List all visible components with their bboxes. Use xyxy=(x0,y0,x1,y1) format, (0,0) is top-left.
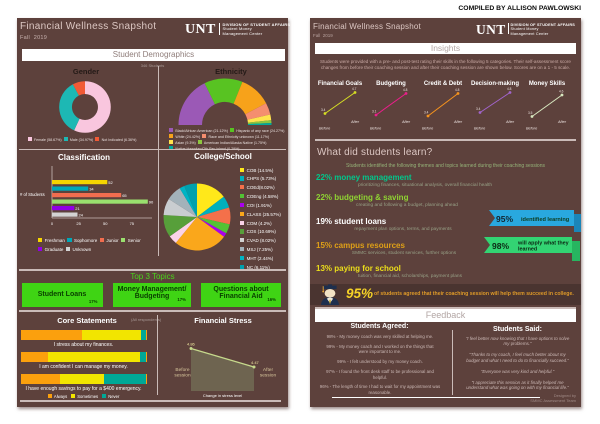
svg-text:After: After xyxy=(401,120,411,124)
svg-text:Before: Before xyxy=(319,127,330,131)
svg-text:4.7: 4.7 xyxy=(352,87,357,91)
svg-text:50: 50 xyxy=(103,221,108,226)
svg-text:65: 65 xyxy=(122,193,127,198)
svg-text:3.4: 3.4 xyxy=(476,107,481,111)
svg-text:After: After xyxy=(453,120,463,124)
svg-text:3.4: 3.4 xyxy=(424,111,429,115)
svg-text:4.8: 4.8 xyxy=(507,87,512,91)
svg-text:Before: Before xyxy=(175,367,189,373)
svg-text:identified learning: identified learning xyxy=(521,217,570,223)
svg-text:90: 90 xyxy=(149,200,154,205)
svg-text:4.86: 4.86 xyxy=(187,342,196,347)
svg-text:After: After xyxy=(505,120,515,124)
svg-text:21: 21 xyxy=(75,206,80,211)
svg-text:learned: learned xyxy=(518,247,537,253)
svg-text:34: 34 xyxy=(89,187,94,192)
svg-text:3.4: 3.4 xyxy=(321,108,326,112)
svg-text:4.47: 4.47 xyxy=(251,360,260,365)
svg-text:Before: Before xyxy=(370,127,381,131)
svg-text:will apply what they: will apply what they xyxy=(517,241,569,247)
svg-text:4.6: 4.6 xyxy=(559,90,564,94)
svg-text:# of Students: # of Students xyxy=(20,192,45,197)
svg-text:session: session xyxy=(260,373,277,379)
svg-text:0: 0 xyxy=(51,221,54,226)
svg-text:Before: Before xyxy=(422,127,433,131)
svg-text:Before: Before xyxy=(474,127,485,131)
svg-text:After: After xyxy=(350,120,360,124)
svg-text:24: 24 xyxy=(79,213,84,218)
svg-text:52: 52 xyxy=(108,180,113,185)
svg-text:Before: Before xyxy=(526,127,537,131)
svg-text:95%: 95% xyxy=(496,214,513,224)
svg-text:3.5: 3.5 xyxy=(528,111,533,115)
svg-text:After: After xyxy=(263,367,274,373)
svg-text:25: 25 xyxy=(76,221,81,226)
svg-text:4.8: 4.8 xyxy=(403,88,408,92)
svg-text:75: 75 xyxy=(130,221,135,226)
svg-text:4.8: 4.8 xyxy=(455,88,460,92)
svg-text:98%: 98% xyxy=(492,241,509,251)
svg-text:3.1: 3.1 xyxy=(372,110,377,114)
svg-text:After: After xyxy=(557,120,567,124)
svg-text:session: session xyxy=(174,373,191,379)
